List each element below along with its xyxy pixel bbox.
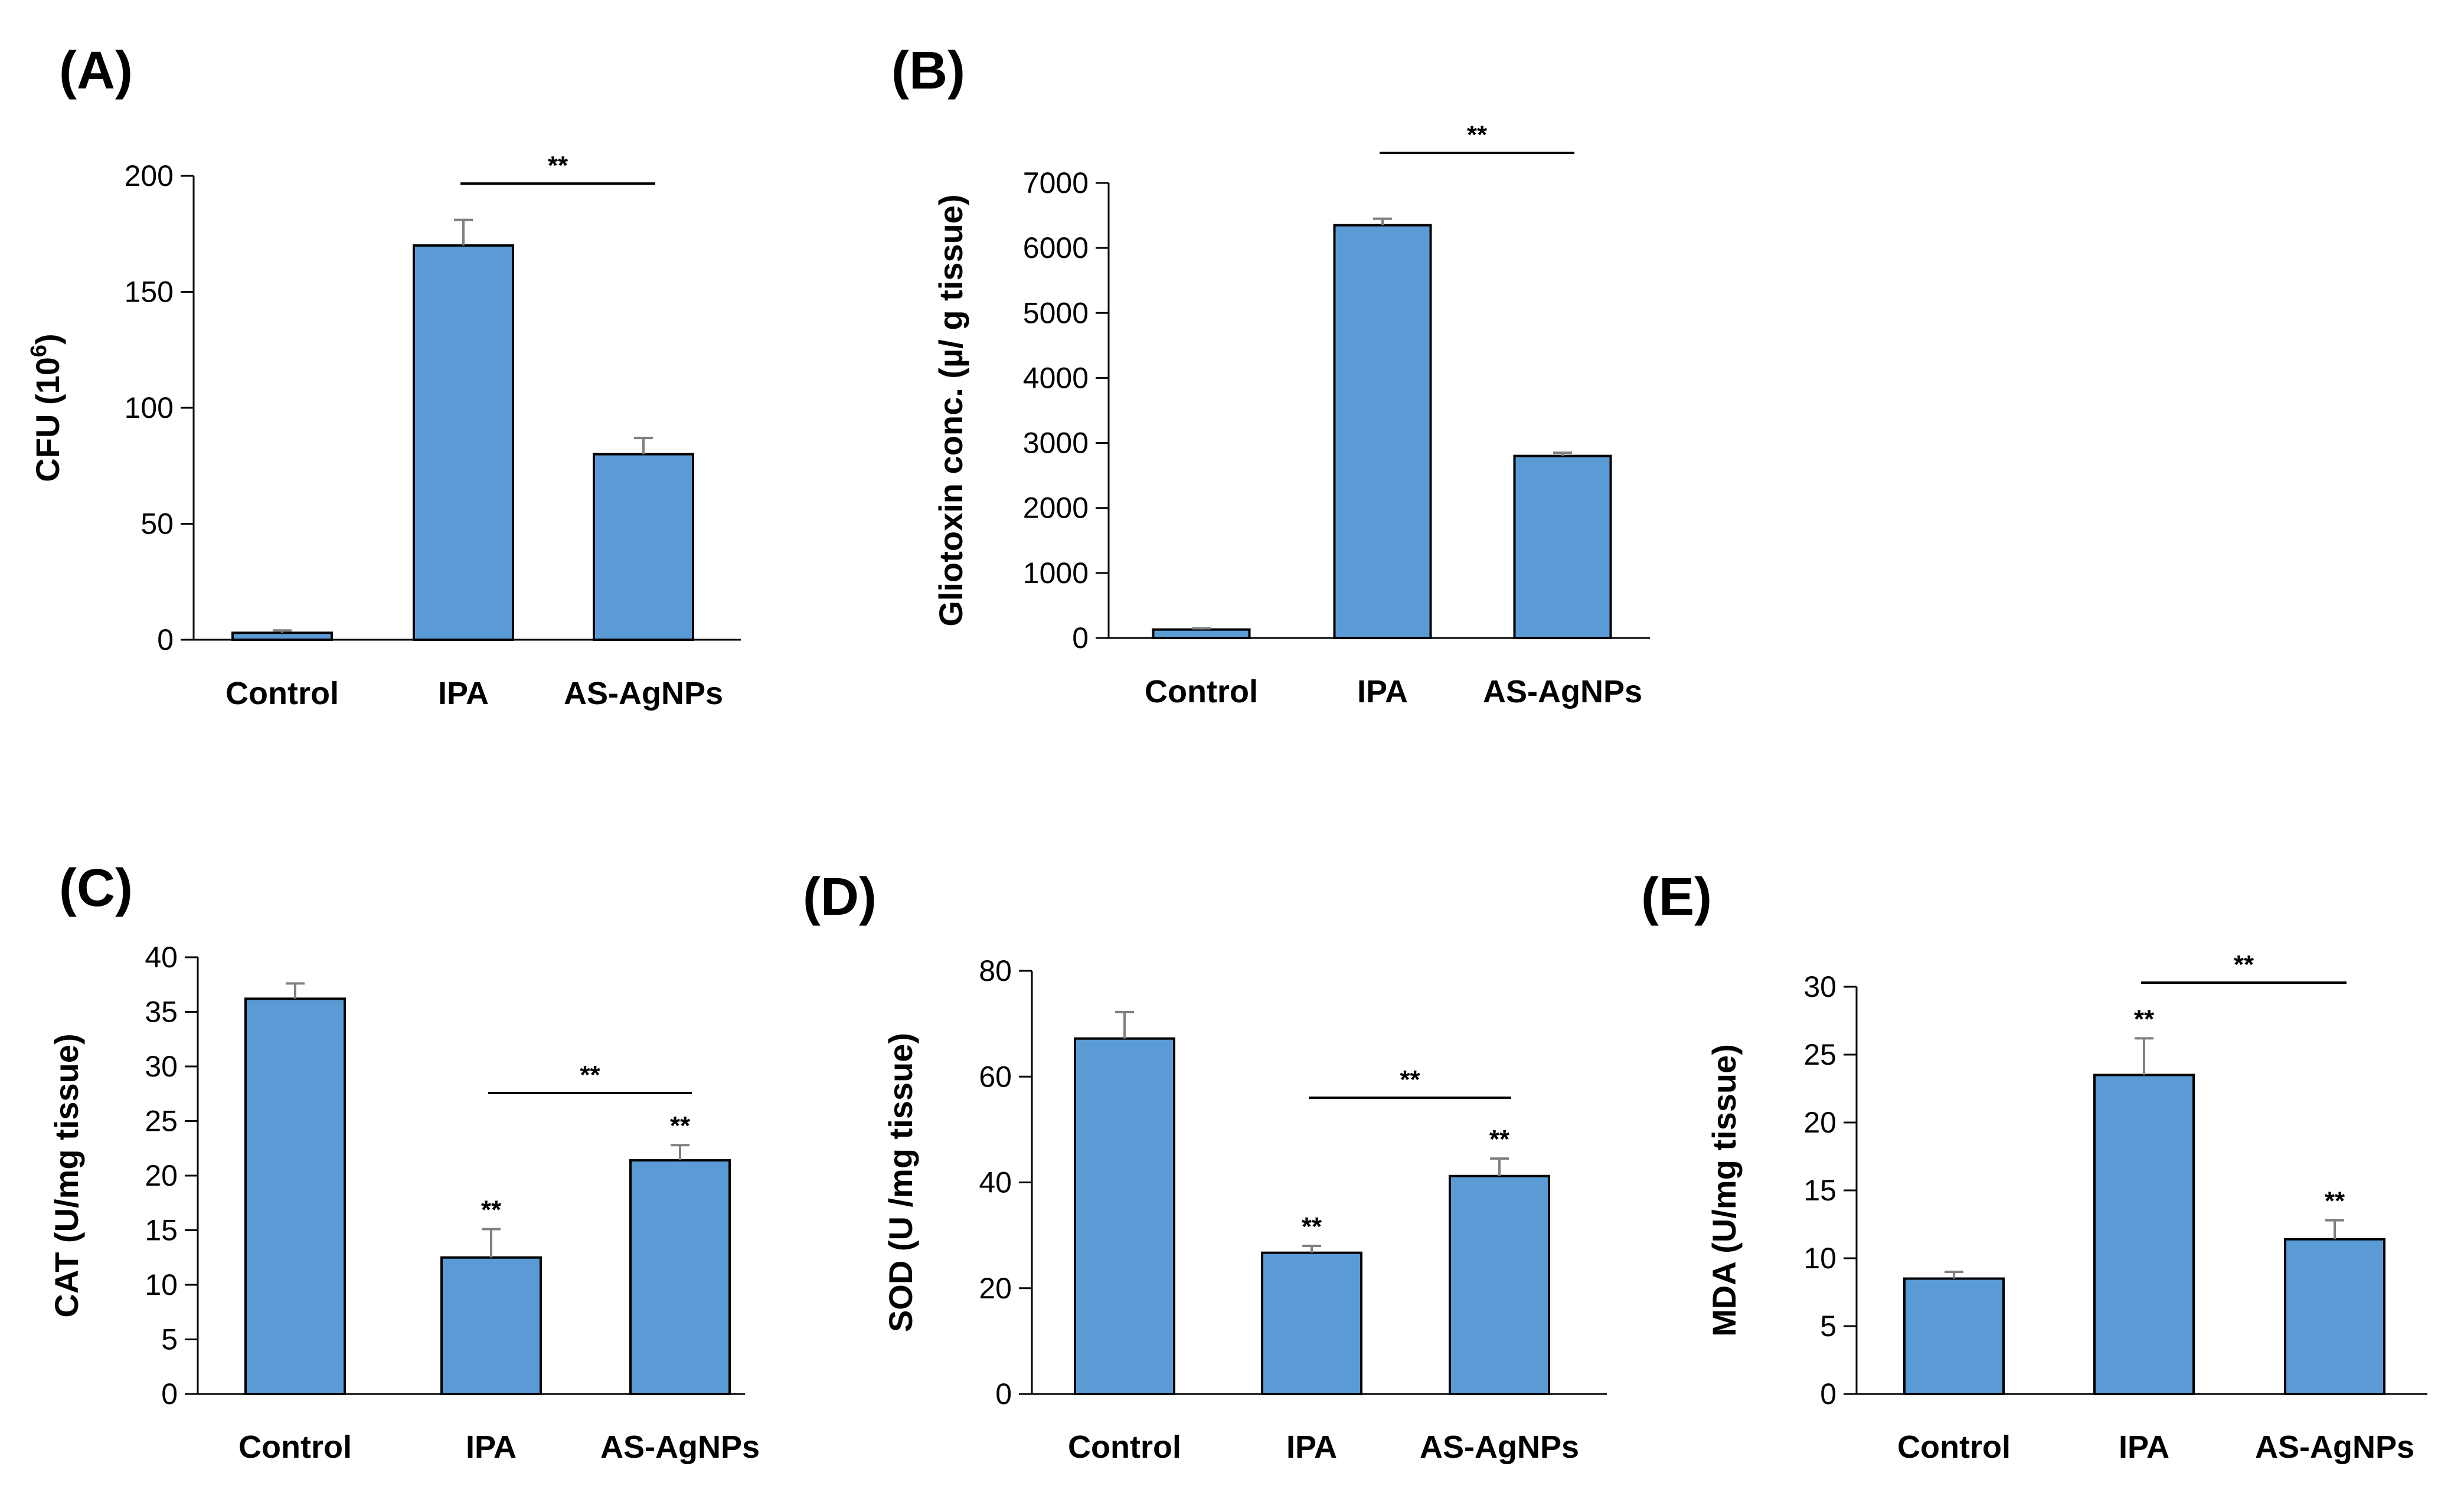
category-label: IPA: [438, 676, 489, 711]
y-axis-title-text: Gliotoxin conc. (µ/ g tissue): [932, 194, 969, 626]
y-tick-label: 15: [1803, 1174, 1836, 1207]
panel-letter: (E): [1641, 868, 1712, 927]
y-tick-label: 25: [1803, 1038, 1836, 1071]
bar-ipa: [1333, 224, 1432, 640]
y-tick-label: 2000: [1023, 492, 1089, 525]
chart-panel-b: (B) 0 1000 2000 3000 4000 5000 6000 7000 Gliotoxi…: [891, 41, 1650, 709]
bar-as-agnps: [1513, 454, 1612, 639]
y-tick-label: 20: [1803, 1106, 1836, 1139]
bar-control: [231, 631, 333, 641]
bar-significance: **: [2325, 1187, 2345, 1216]
y-tick-label: 4000: [1023, 361, 1089, 394]
y-tick-label: 60: [979, 1060, 1012, 1093]
bar-as-agnps: [2284, 1238, 2385, 1396]
category-label: IPA: [466, 1429, 517, 1465]
bar-as-agnps: [629, 1159, 731, 1395]
y-tick-label: 0: [157, 623, 174, 656]
chart-panel-c: (C) 0 5 10 15 20 25 30 35 40 CAT (U/mg tissue) Cont…: [48, 859, 760, 1465]
bar-ipa: [440, 1256, 542, 1395]
panel-letter: (C): [59, 859, 133, 918]
bar-control: [1903, 1277, 2005, 1395]
category-label: AS-AgNPs: [564, 676, 723, 711]
panel-letter: (B): [891, 41, 965, 100]
category-label: AS-AgNPs: [1420, 1429, 1579, 1465]
bar-control: [1152, 628, 1251, 639]
bar-significance: **: [2134, 1004, 2155, 1033]
category-label: Control: [1068, 1429, 1181, 1465]
y-axis-title: Gliotoxin conc. (µ/ g tissue): [932, 194, 969, 626]
y-tick-label: 5: [161, 1323, 178, 1356]
bracket-significance: **: [1467, 120, 1488, 149]
y-tick-label: 20: [145, 1159, 178, 1192]
category-label: Control: [1897, 1429, 2011, 1465]
y-tick-label: 7000: [1023, 166, 1089, 199]
y-tick-label: 150: [125, 276, 174, 309]
panel-letter: (D): [803, 868, 877, 927]
bar-ipa: [2093, 1074, 2195, 1395]
y-tick-label: 15: [145, 1214, 178, 1247]
y-tick-label: 10: [145, 1268, 178, 1301]
y-tick-label: 40: [145, 941, 178, 974]
y-axis-title-text: CFU (10: [29, 357, 66, 482]
y-tick-label: 0: [1072, 621, 1089, 654]
bracket-significance: **: [580, 1061, 600, 1089]
y-axis-title: CAT (U/mg tissue): [48, 1033, 85, 1317]
y-tick-label: 5: [1820, 1310, 1836, 1343]
category-label: Control: [1145, 674, 1258, 709]
panel-letter: (A): [59, 41, 133, 100]
bar-significance: **: [1302, 1212, 1322, 1241]
chart-panel-a: (A) 0 50 100 150 200 CFU (106) Control IPA AS-AgN…: [27, 41, 741, 711]
bar-as-agnps: [593, 453, 694, 641]
y-axis-title-text: CAT (U/mg tissue): [48, 1033, 85, 1317]
y-axis-title-text: SOD (U /mg tissue): [882, 1033, 919, 1332]
y-axis-title-text: MDA (U/mg tissue): [1705, 1044, 1743, 1337]
chart-panel-d: (D) 0 20 40 60 80 SOD (U /mg tissue) Control IPA…: [803, 868, 1607, 1465]
y-tick-label: 100: [125, 391, 174, 424]
bar-significance: **: [670, 1111, 691, 1140]
category-label: IPA: [2119, 1429, 2169, 1465]
category-label: IPA: [1357, 674, 1408, 709]
bracket-significance: **: [1400, 1065, 1420, 1094]
bar-significance: **: [481, 1196, 502, 1225]
y-tick-label: 1000: [1023, 557, 1089, 590]
y-tick-label: 30: [145, 1050, 178, 1083]
y-tick-label: 5000: [1023, 296, 1089, 329]
y-tick-label: 0: [995, 1377, 1012, 1411]
bar-control: [1074, 1037, 1175, 1395]
y-tick-label: 3000: [1023, 427, 1089, 460]
bar-as-agnps: [1449, 1174, 1550, 1395]
bar-significance: **: [1489, 1125, 1510, 1154]
category-label: IPA: [1286, 1429, 1337, 1465]
y-tick-label: 0: [1820, 1377, 1836, 1411]
bar-ipa: [413, 244, 514, 641]
y-axis-title-suffix: ): [29, 333, 66, 345]
y-tick-label: 200: [125, 159, 174, 192]
category-label: AS-AgNPs: [2255, 1429, 2414, 1465]
y-axis-title: MDA (U/mg tissue): [1705, 1044, 1743, 1337]
category-label: AS-AgNPs: [1483, 674, 1642, 709]
bar-ipa: [1261, 1251, 1362, 1395]
y-tick-label: 6000: [1023, 231, 1089, 264]
bracket-significance: **: [2234, 950, 2254, 979]
y-tick-label: 80: [979, 954, 1012, 987]
y-axis-title: CFU (106): [27, 333, 66, 482]
y-axis-title: SOD (U /mg tissue): [882, 1033, 919, 1332]
y-tick-label: 35: [145, 996, 178, 1029]
bar-control: [244, 997, 346, 1396]
category-label: Control: [238, 1429, 352, 1465]
y-tick-label: 50: [140, 508, 174, 541]
y-tick-label: 20: [979, 1272, 1012, 1305]
y-tick-label: 25: [145, 1105, 178, 1138]
y-tick-label: 10: [1803, 1242, 1836, 1275]
chart-panel-e: (E) 0 5 10 15 20 25 30 MDA (U/mg tissue) Control I…: [1641, 868, 2427, 1465]
bracket-significance: **: [548, 151, 568, 180]
y-tick-label: 30: [1803, 970, 1836, 1003]
y-tick-label: 40: [979, 1166, 1012, 1199]
y-axis-title-superscript: 6: [27, 345, 51, 357]
category-label: Control: [226, 676, 339, 711]
category-label: AS-AgNPs: [600, 1429, 760, 1465]
y-tick-label: 0: [161, 1377, 178, 1411]
